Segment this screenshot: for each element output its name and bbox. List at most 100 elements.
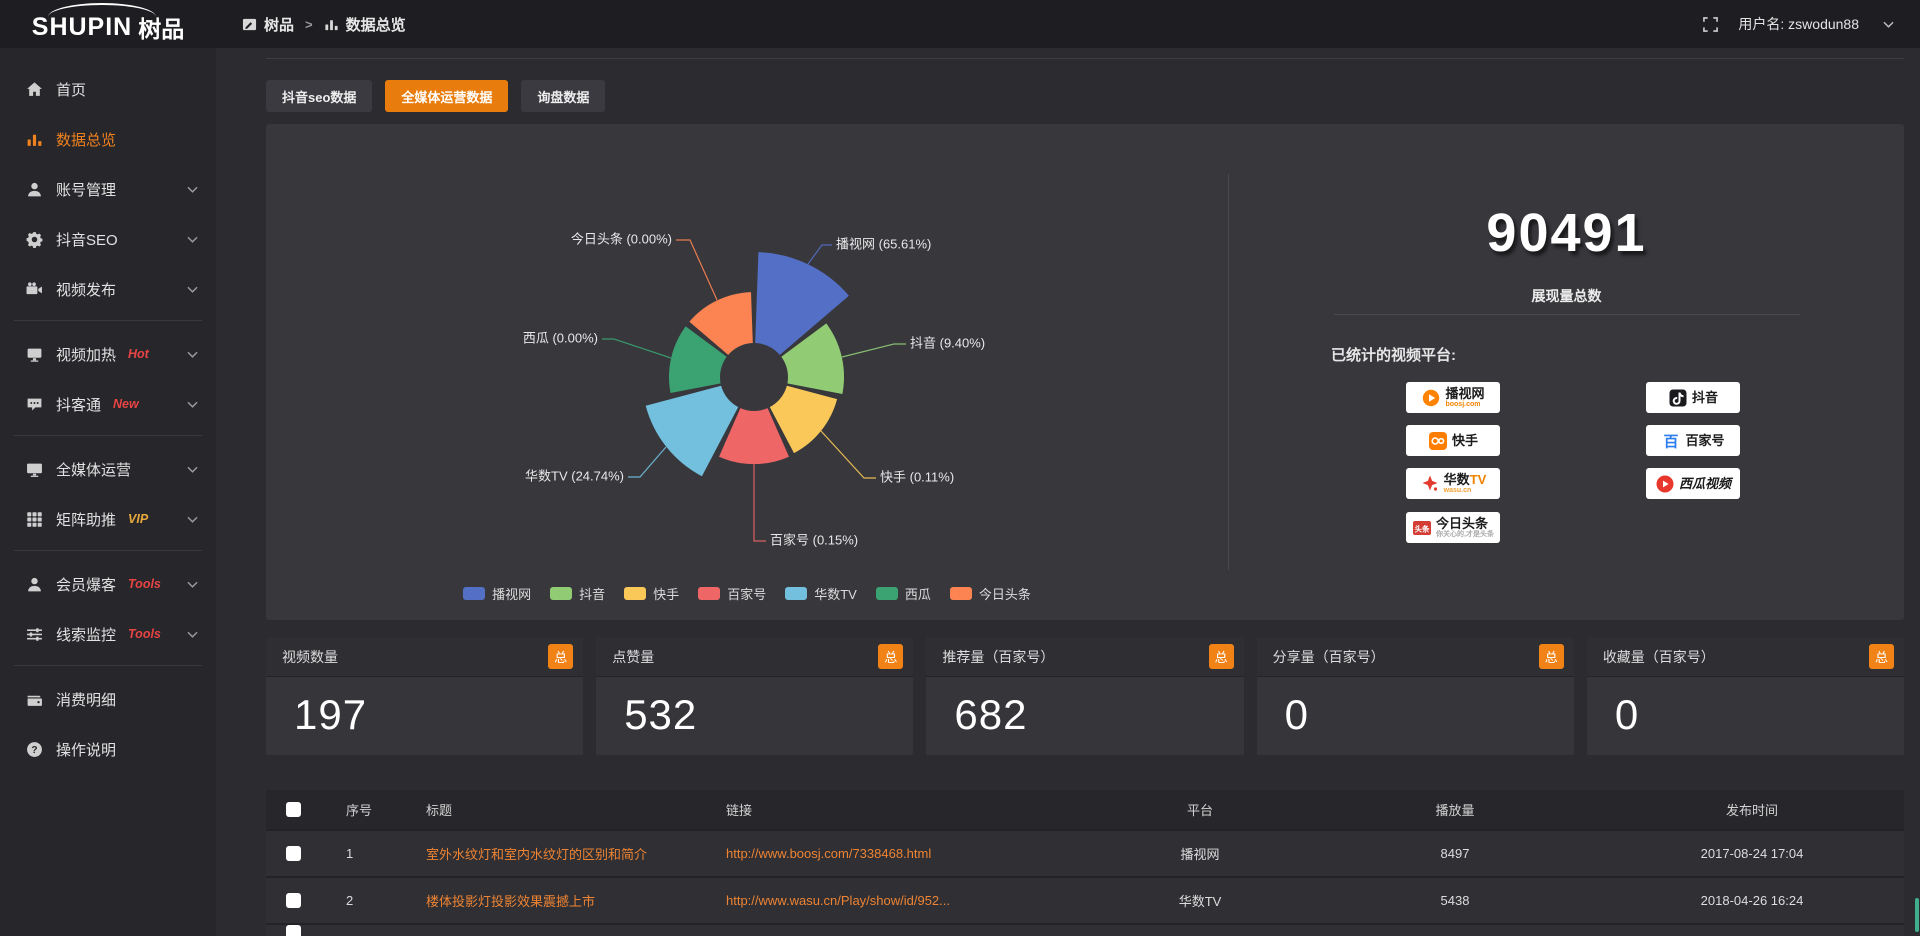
breadcrumb-home[interactable]: 树品: [264, 16, 295, 34]
pie-label-华数TV: 华数TV (24.74%): [525, 468, 624, 483]
user-menu-chevron-icon[interactable]: [1883, 19, 1894, 30]
table-row: 1 室外水纹灯和室内水纹灯的区别和简介 http://www.boosj.com/7…: [266, 829, 1904, 877]
platforms-label: 已统计的视频平台:: [1331, 347, 1456, 364]
sidebar-item-label: 视频加热: [56, 346, 117, 364]
gear-icon: [26, 231, 43, 248]
sliders-icon: [27, 627, 42, 641]
cell-platform: 华数TV: [1090, 876, 1310, 924]
platform-name: 今日头条: [1436, 516, 1489, 531]
sidebar-divider: [14, 550, 202, 551]
cell-url-link[interactable]: http://www.wasu.cn/Play/show/id/952...: [726, 893, 950, 908]
total-badge[interactable]: 总: [878, 644, 904, 669]
total-badge[interactable]: 总: [1538, 644, 1564, 669]
platform-badge-西瓜视频: 西瓜视频: [1646, 468, 1740, 499]
sidebar-item-label: 全媒体运营: [56, 461, 132, 479]
platform-name: 播视网: [1445, 386, 1485, 401]
sidebar-item-badge: New: [113, 397, 139, 411]
pie-label-播视网: 播视网 (65.61%): [836, 236, 931, 251]
pie-label-今日头条: 今日头条 (0.00%): [571, 231, 672, 246]
legend-label: 快手: [653, 587, 680, 602]
legend-label: 抖音: [579, 587, 606, 602]
sidebar-item-消费明细[interactable]: 消费明细: [0, 674, 216, 724]
app-logo[interactable]: SHUPIN 树品: [0, 0, 216, 48]
col-header-title: 标题: [400, 790, 700, 830]
total-badge[interactable]: 总: [1208, 644, 1234, 669]
sidebar: 首页 数据总览 账号管理 抖音SEO 视频发布视频加热 Hot 抖客通 New 全媒体运营矩阵助…: [0, 48, 216, 936]
platform-badge-华数TV: 华数TV wasu.cn: [1406, 468, 1500, 499]
legend-item-今日头条[interactable]: 今日头条: [949, 584, 1031, 603]
col-header-no: 序号: [320, 790, 400, 830]
sidebar-item-全媒体运营[interactable]: 全媒体运营: [0, 444, 216, 494]
tab-douyin-seo-data[interactable]: 抖音seo数据: [266, 80, 373, 112]
sidebar-item-视频加热[interactable]: 视频加热 Hot: [0, 329, 216, 379]
cell-url-link[interactable]: http://www.boosj.com/7338468.html: [726, 846, 932, 861]
chart-legend: 播视网 抖音 快手 百家号 华数TV 西瓜 今日头条: [266, 584, 1228, 603]
platform-badge-今日头条: 头条 今日头条 你关心的,才是头条: [1406, 512, 1500, 543]
col-header-time: 发布时间: [1600, 790, 1904, 830]
sidebar-divider: [14, 435, 202, 436]
platform-subtext: wasu.cn: [1443, 487, 1472, 494]
douyin-logo-icon: [1669, 389, 1687, 406]
chevron-down-icon: [187, 466, 198, 473]
sidebar-item-线索监控[interactable]: 线索监控 Tools: [0, 609, 216, 659]
sidebar-item-抖客通[interactable]: 抖客通 New: [0, 379, 216, 429]
sidebar-item-视频发布[interactable]: 视频发布: [0, 264, 216, 314]
screen-icon: [27, 348, 42, 362]
pie-label-抖音: 抖音 (9.40%): [910, 335, 985, 350]
legend-swatch: [949, 587, 972, 600]
sidebar-item-label: 操作说明: [56, 741, 117, 759]
sidebar-item-label: 抖客通: [56, 396, 102, 414]
sidebar-item-账号管理[interactable]: 账号管理: [0, 164, 216, 214]
chart-area: 播视网 (65.61%) 抖音 (9.40%) 快手 (0.11%) 百家号 (0.1…: [266, 124, 1228, 620]
stat-card-value: 197: [294, 691, 368, 738]
cell-title-link[interactable]: 楼体投影灯投影效果震撼上市: [426, 894, 596, 909]
total-badge[interactable]: 总: [548, 644, 574, 669]
select-all-checkbox[interactable]: [285, 802, 301, 817]
stat-card-title: 收藏量（百家号）: [1602, 648, 1715, 665]
sidebar-item-label: 消费明细: [56, 691, 117, 709]
chevron-down-icon: [187, 581, 198, 588]
row-checkbox[interactable]: [285, 846, 301, 861]
tab-media-operation-data[interactable]: 全媒体运营数据: [385, 80, 509, 112]
legend-item-快手[interactable]: 快手: [624, 584, 679, 603]
grid-icon: [27, 511, 42, 527]
summary-area: 90491 展现量总数 已统计的视频平台: 播视网 boosj.com 快手 华数TV…: [1229, 124, 1904, 620]
row-checkbox[interactable]: [285, 925, 301, 936]
table-header-row: 序号 标题 链接 平台 播放量 发布时间: [266, 790, 1904, 830]
rose-chart: 播视网 (65.61%) 抖音 (9.40%) 快手 (0.11%) 百家号 (0.1…: [523, 231, 985, 547]
sidebar-item-数据总览[interactable]: 数据总览: [0, 114, 216, 164]
sidebar-item-抖音SEO[interactable]: 抖音SEO: [0, 214, 216, 264]
cell-no: 1: [320, 829, 400, 877]
pie-slice-播视网[interactable]: [754, 252, 849, 377]
chevron-down-icon: [187, 631, 198, 638]
stat-card-value: 532: [624, 691, 698, 738]
main-content: 抖音seo数据 全媒体运营数据 询盘数据 播视网 (65.61%) 抖音 (9.4…: [216, 48, 1920, 936]
fullscreen-icon[interactable]: [1703, 16, 1719, 32]
row-checkbox[interactable]: [285, 893, 301, 908]
stat-card-value: 0: [1284, 691, 1309, 738]
legend-label: 百家号: [727, 587, 767, 602]
legend-item-抖音[interactable]: 抖音: [550, 584, 605, 603]
tab-inquiry-data[interactable]: 询盘数据: [521, 80, 606, 112]
sidebar-item-首页[interactable]: 首页: [0, 64, 216, 114]
cell-title-link[interactable]: 室外水纹灯和室内水纹灯的区别和简介: [426, 847, 648, 862]
legend-item-播视网[interactable]: 播视网: [463, 584, 531, 603]
total-badge[interactable]: 总: [1869, 644, 1895, 669]
cell-platform: 播视网: [1090, 829, 1310, 877]
pie-slice-百家号[interactable]: [719, 377, 789, 465]
sidebar-item-矩阵助推[interactable]: 矩阵助推 VIP: [0, 494, 216, 544]
legend-item-华数TV[interactable]: 华数TV: [785, 584, 857, 603]
sidebar-item-操作说明[interactable]: ? 操作说明: [0, 724, 216, 774]
summary-divider: [1334, 314, 1800, 315]
legend-label: 华数TV: [814, 587, 857, 602]
scrollbar-thumb[interactable]: [1915, 898, 1919, 932]
breadcrumb-current[interactable]: 数据总览: [345, 16, 406, 34]
legend-item-西瓜[interactable]: 西瓜: [875, 584, 931, 603]
legend-item-百家号[interactable]: 百家号: [698, 584, 766, 603]
username-text[interactable]: 用户名: zswodun88: [1738, 14, 1859, 34]
pie-slice-华数TV[interactable]: [645, 377, 754, 477]
label-line-西瓜: [602, 338, 672, 359]
sidebar-item-会员爆客[interactable]: 会员爆客 Tools: [0, 559, 216, 609]
svg-text:?: ?: [31, 744, 37, 755]
